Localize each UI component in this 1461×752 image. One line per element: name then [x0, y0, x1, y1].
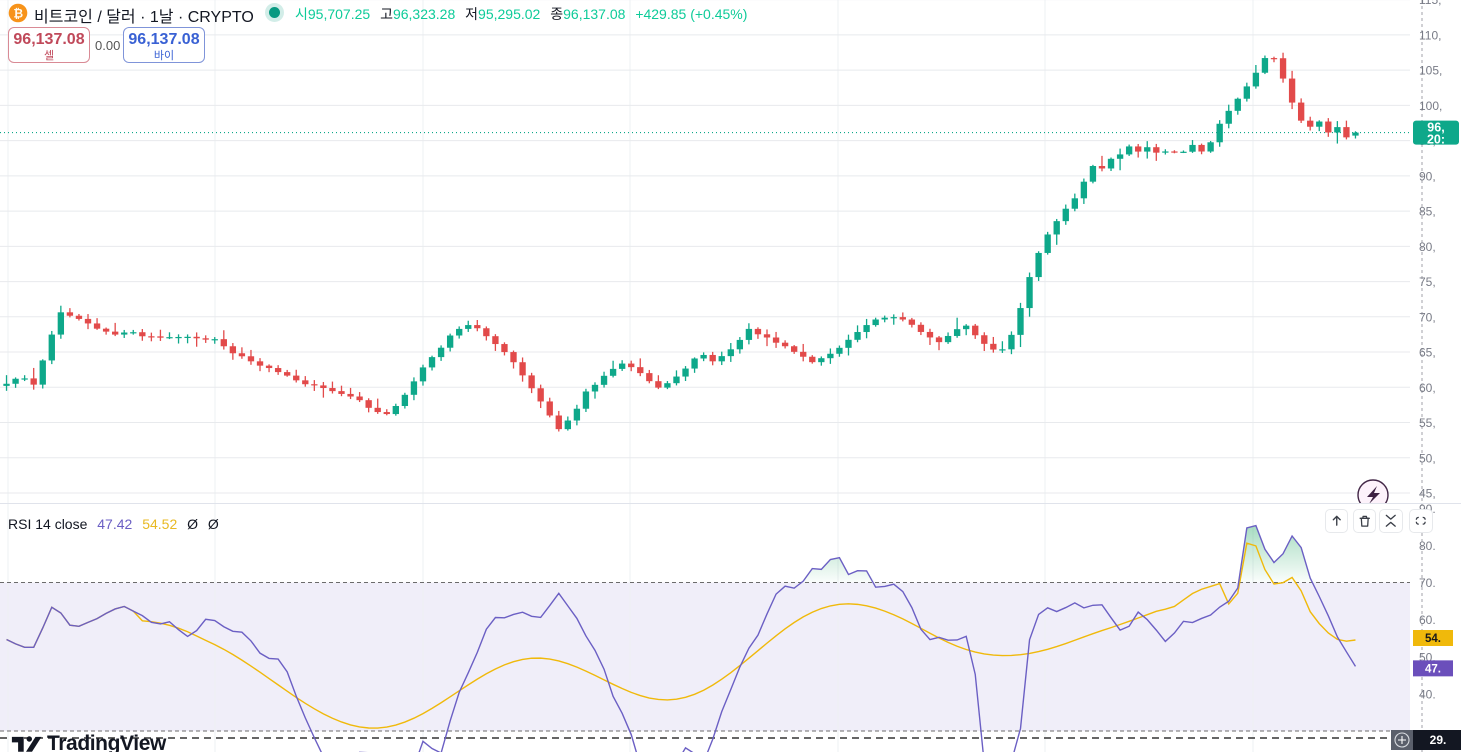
svg-text:70.: 70. [1419, 576, 1436, 590]
svg-text:20:: 20: [1427, 133, 1445, 147]
svg-text:115,: 115, [1419, 0, 1441, 7]
svg-text:80,: 80, [1419, 240, 1436, 254]
svg-text:29.: 29. [1430, 733, 1447, 747]
svg-text:60,: 60, [1419, 381, 1436, 395]
svg-text:100,: 100, [1419, 99, 1442, 113]
svg-text:47.: 47. [1425, 663, 1441, 675]
svg-text:55,: 55, [1419, 416, 1436, 430]
svg-text:80.: 80. [1419, 539, 1436, 553]
svg-text:60.: 60. [1419, 613, 1436, 627]
svg-text:₿: ₿ [13, 6, 23, 20]
svg-text:50,: 50, [1419, 451, 1436, 465]
svg-text:105,: 105, [1419, 64, 1442, 78]
svg-text:45,: 45, [1419, 487, 1436, 501]
svg-text:65,: 65, [1419, 346, 1436, 360]
svg-text:90,: 90, [1419, 169, 1436, 183]
svg-text:110,: 110, [1419, 28, 1441, 42]
svg-text:75,: 75, [1419, 275, 1436, 289]
svg-text:54.: 54. [1425, 633, 1441, 645]
svg-text:70,: 70, [1419, 310, 1436, 324]
svg-text:40.: 40. [1419, 687, 1436, 701]
svg-text:85,: 85, [1419, 205, 1436, 219]
